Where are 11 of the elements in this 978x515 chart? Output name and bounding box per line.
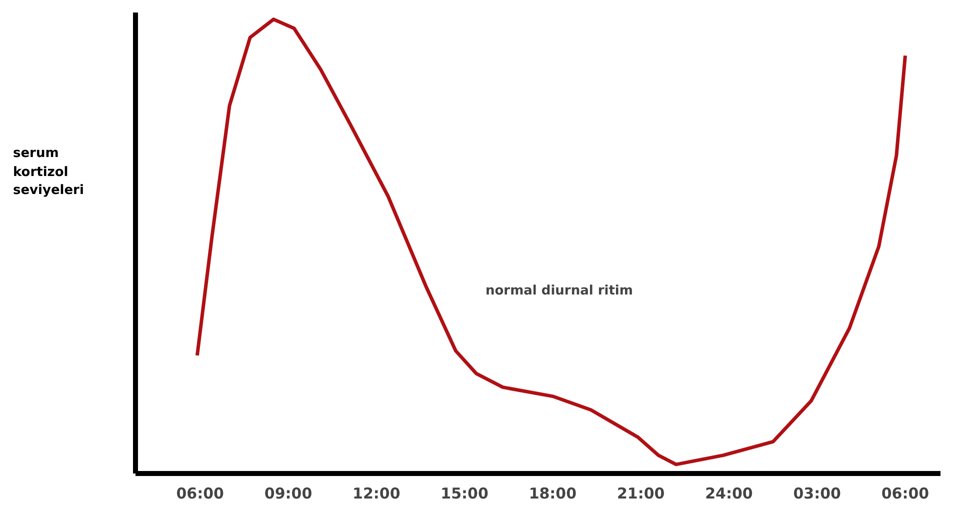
- x-tick-label: 15:00: [440, 484, 488, 502]
- x-tick-label: 06:00: [881, 484, 930, 502]
- x-tick-label: 12:00: [352, 484, 400, 502]
- x-tick-label: 09:00: [264, 484, 312, 502]
- x-tick-label: 03:00: [793, 484, 841, 502]
- annotation: normal diurnal ritim: [486, 284, 633, 298]
- y-axis-title: serum kortizol seviyeleri: [13, 145, 84, 200]
- x-tick-label: 06:00: [176, 484, 224, 502]
- x-tick-label: 18:00: [528, 484, 577, 502]
- x-tick-label: 21:00: [616, 484, 665, 502]
- x-tick-label: 24:00: [705, 484, 753, 502]
